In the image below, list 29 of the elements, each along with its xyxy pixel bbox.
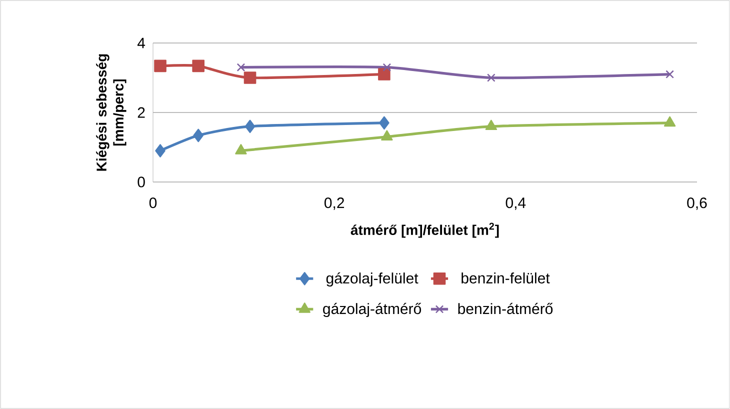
point bbox=[378, 68, 390, 80]
x-tick-label: 0,6 bbox=[687, 198, 707, 210]
point bbox=[235, 144, 247, 154]
point bbox=[244, 72, 256, 84]
x-tick-label: 0,4 bbox=[506, 198, 526, 210]
point bbox=[382, 63, 392, 72]
point bbox=[381, 130, 393, 140]
y-tick-label: 2 bbox=[138, 107, 145, 118]
legend-label: benzin-felület bbox=[462, 272, 550, 284]
point bbox=[154, 60, 166, 72]
point bbox=[192, 60, 204, 72]
x-tick-label: 0,2 bbox=[324, 198, 344, 210]
point bbox=[664, 116, 676, 127]
point bbox=[666, 70, 674, 78]
point bbox=[485, 120, 498, 130]
point bbox=[155, 144, 166, 158]
point bbox=[193, 128, 204, 142]
point bbox=[244, 120, 256, 134]
y-axis-title: Kiégési sebesség [mm/perc] bbox=[96, 54, 126, 171]
point bbox=[487, 74, 496, 82]
legend-label: benzin-átmérő bbox=[458, 302, 553, 314]
point bbox=[236, 63, 246, 72]
point bbox=[379, 116, 390, 130]
y-tick-label: 4 bbox=[137, 38, 146, 48]
x-axis-title: átmérő [m]/felület [m$^{2}$] bbox=[350, 222, 499, 238]
x-tick-label: 0 bbox=[149, 198, 157, 208]
legend-label: gázolaj-felület bbox=[326, 272, 418, 287]
y-tick-label: 0 bbox=[138, 176, 145, 188]
legend-label: gázolaj-átmérő bbox=[323, 302, 422, 318]
